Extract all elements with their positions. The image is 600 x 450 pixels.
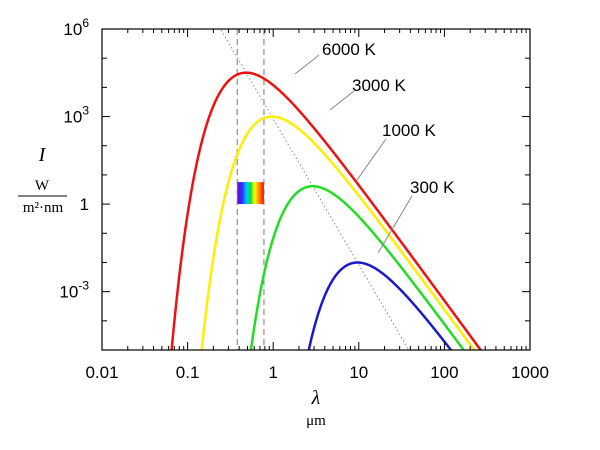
x-tick-label: 1000 (511, 363, 549, 382)
plot-frame (101, 28, 531, 351)
series-300k-label: 300 K (410, 178, 455, 197)
series-3000k-leader-line (329, 90, 355, 111)
series-300k-leader-line (377, 195, 413, 254)
x-axis-title: λ (311, 387, 321, 409)
visible-spectrum-band (237, 182, 264, 205)
x-tick-label: 1 (268, 363, 277, 382)
x-axis-unit: μm (306, 413, 326, 429)
plot-area (101, 28, 531, 351)
y-unit-denominator: m²·nm (23, 200, 64, 216)
axis-ticks (101, 28, 531, 351)
x-tick-label: 0.1 (176, 363, 200, 382)
y-tick-labels: 106 103 1 10-3 (59, 16, 89, 302)
x-tick-labels: 0.01 0.1 1 10 100 1000 (85, 363, 548, 382)
series-6000k-leader-line (294, 54, 320, 75)
y-tick-label: 1 (80, 195, 89, 214)
y-tick-label: 103 (63, 104, 89, 127)
x-tick-label: 10 (349, 363, 368, 382)
series-3000k-curve (200, 115, 476, 350)
y-axis-title: I (38, 144, 47, 166)
series-300k-curve (307, 261, 453, 350)
wien-peak-locus-line (219, 29, 410, 350)
series-3000k-label: 3000 K (352, 76, 407, 95)
series-1000k-leader-line (356, 138, 387, 181)
y-tick-label: 10-3 (59, 279, 89, 302)
x-tick-label: 100 (430, 363, 458, 382)
x-tick-label: 0.01 (85, 363, 118, 382)
series-labels: 6000 K 3000 K 1000 K 300 K (294, 40, 455, 254)
series-6000k-curve (170, 71, 483, 350)
y-unit-numerator: W (35, 178, 50, 194)
y-tick-label: 106 (63, 16, 89, 39)
series-1000k-curve (249, 184, 466, 350)
series-6000k-label: 6000 K (322, 40, 377, 59)
series-1000k-label: 1000 K (382, 121, 437, 140)
